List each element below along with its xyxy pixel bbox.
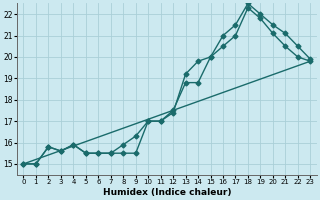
X-axis label: Humidex (Indice chaleur): Humidex (Indice chaleur) xyxy=(103,188,231,197)
